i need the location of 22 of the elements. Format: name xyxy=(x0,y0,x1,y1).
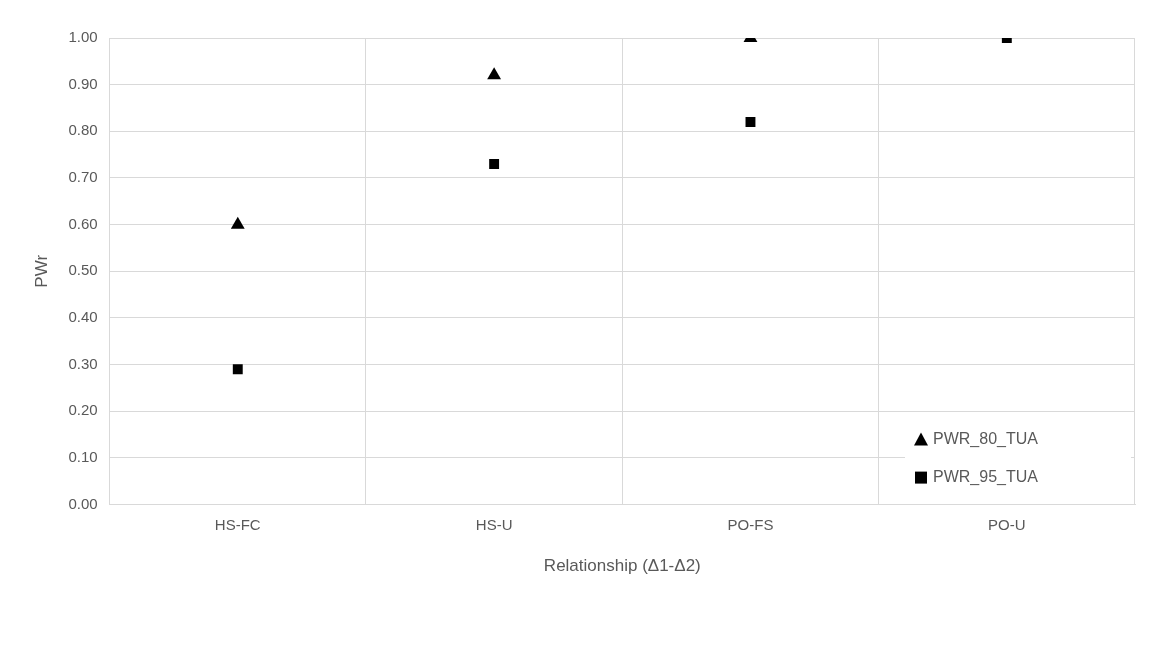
legend-label: PWR_80_TUA xyxy=(933,430,1039,449)
y-tick-label: 0.30 xyxy=(68,354,98,372)
y-tick-label: 0.10 xyxy=(68,448,98,466)
y-axis-title: PWr xyxy=(31,254,51,288)
point xyxy=(232,364,243,375)
y-tick-label: 0.90 xyxy=(68,74,98,92)
point xyxy=(489,159,500,169)
x-tick-label: HS-U xyxy=(475,515,513,533)
y-tick-label: 0.00 xyxy=(68,494,98,512)
y-tick-label: 0.20 xyxy=(68,401,98,419)
y-tick-label: 0.80 xyxy=(68,121,98,139)
y-tick-label: 0.50 xyxy=(68,261,98,279)
y-tick-label: 1.00 xyxy=(68,28,98,46)
point xyxy=(745,117,756,127)
y-tick-label: 0.60 xyxy=(68,214,98,232)
x-tick-label: HS-FC xyxy=(214,515,261,533)
y-tick-label: 0.40 xyxy=(68,308,98,326)
x-tick-label: PO-FS xyxy=(727,515,774,533)
legend-label: PWR_95_TUA xyxy=(933,468,1039,487)
x-tick-label: PO-U xyxy=(988,515,1026,533)
x-axis-title: Relationship (Δ1-Δ2) xyxy=(543,556,701,576)
y-tick-label: 0.70 xyxy=(68,168,98,186)
